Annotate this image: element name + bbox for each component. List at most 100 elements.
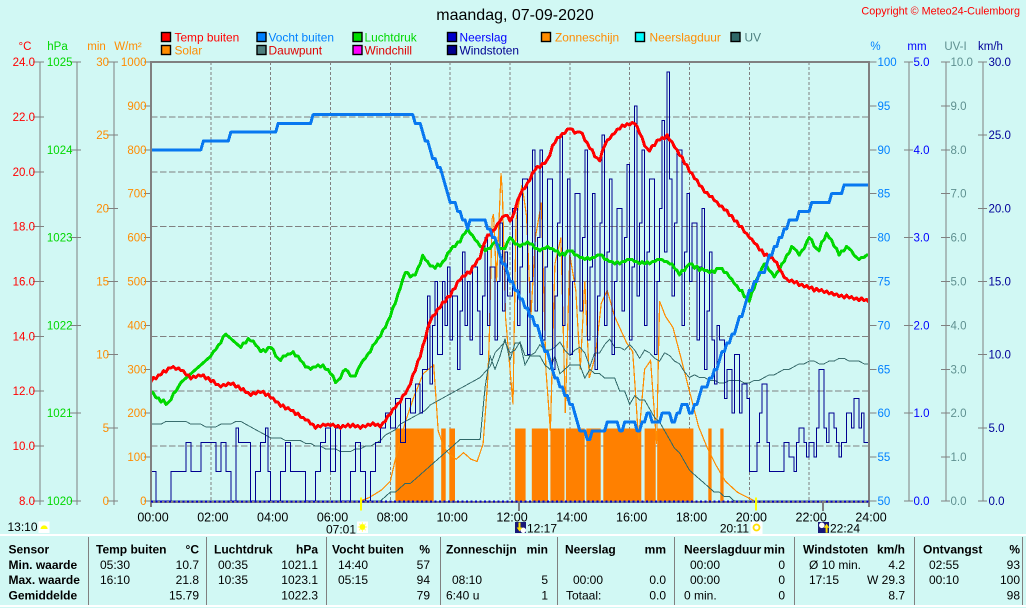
svg-text:02:55: 02:55: [929, 558, 959, 572]
svg-text:05:30: 05:30: [100, 558, 130, 572]
svg-text:mm: mm: [907, 41, 926, 53]
svg-text:Gemiddelde: Gemiddelde: [9, 589, 78, 603]
svg-text:0: 0: [140, 496, 146, 508]
svg-text:W 29.3: W 29.3: [867, 573, 905, 587]
svg-text:Windstoten: Windstoten: [460, 44, 519, 58]
svg-text:00:00: 00:00: [690, 573, 720, 587]
svg-text:1023.1: 1023.1: [281, 573, 318, 587]
svg-text:25: 25: [96, 130, 109, 142]
svg-text:100: 100: [127, 452, 146, 464]
svg-text:0: 0: [103, 496, 109, 508]
svg-text:1000: 1000: [121, 57, 147, 69]
svg-text:4.0: 4.0: [914, 145, 930, 157]
svg-text:15: 15: [96, 277, 109, 289]
svg-text:10:00: 10:00: [437, 511, 468, 525]
svg-text:Luchtdruk: Luchtdruk: [214, 542, 273, 556]
svg-text:90: 90: [878, 145, 891, 157]
svg-text:15.0: 15.0: [989, 277, 1011, 289]
svg-text:94: 94: [417, 573, 431, 587]
svg-text:10.7: 10.7: [176, 558, 200, 572]
svg-text:km/h: km/h: [978, 41, 1003, 53]
svg-text:800: 800: [127, 145, 146, 157]
svg-text:4.2: 4.2: [888, 558, 905, 572]
svg-text:10.0: 10.0: [989, 350, 1011, 362]
svg-text:30.0: 30.0: [989, 57, 1011, 69]
svg-text:12:00: 12:00: [496, 511, 527, 525]
svg-text:57: 57: [417, 558, 431, 572]
svg-text:0: 0: [778, 589, 785, 603]
svg-text:00:00: 00:00: [690, 558, 720, 572]
svg-text:21.8: 21.8: [176, 573, 200, 587]
svg-text:08:00: 08:00: [377, 511, 408, 525]
svg-text:5: 5: [541, 573, 548, 587]
svg-text:500: 500: [127, 277, 146, 289]
svg-text:Neerslag: Neerslag: [565, 542, 616, 556]
svg-text:4.0: 4.0: [951, 320, 967, 332]
svg-text:Totaal:: Totaal:: [566, 589, 601, 603]
svg-text:hPa: hPa: [296, 542, 318, 556]
svg-text:30: 30: [96, 57, 109, 69]
svg-text:min: min: [527, 542, 548, 556]
svg-text:Sensor: Sensor: [9, 542, 50, 556]
svg-text:1020: 1020: [47, 496, 73, 508]
svg-text:12.0: 12.0: [13, 386, 35, 398]
svg-text:2.0: 2.0: [951, 408, 967, 420]
svg-text:60: 60: [878, 408, 891, 420]
svg-text:%: %: [1009, 542, 1020, 556]
svg-text:100: 100: [1000, 573, 1020, 587]
svg-text:Dauwpunt: Dauwpunt: [269, 44, 323, 58]
svg-text:1025: 1025: [47, 57, 73, 69]
svg-text:79: 79: [417, 589, 431, 603]
svg-text:07:01: 07:01: [326, 523, 356, 537]
svg-text:Temp buiten: Temp buiten: [96, 542, 166, 556]
svg-text:17:15: 17:15: [809, 573, 839, 587]
svg-text:°C: °C: [19, 41, 32, 53]
svg-text:Zonneschijn: Zonneschijn: [555, 31, 619, 45]
svg-text:8.0: 8.0: [19, 496, 35, 508]
svg-text:%: %: [870, 41, 880, 53]
svg-text:200: 200: [127, 408, 146, 420]
svg-text:20:11: 20:11: [720, 522, 749, 536]
svg-text:UV-I: UV-I: [944, 41, 966, 53]
svg-text:0: 0: [778, 573, 785, 587]
svg-text:Ontvangst: Ontvangst: [923, 542, 982, 556]
svg-text:15.79: 15.79: [169, 589, 199, 603]
svg-text:05:15: 05:15: [338, 573, 368, 587]
svg-text:10: 10: [96, 350, 109, 362]
svg-text:20.0: 20.0: [989, 203, 1011, 215]
svg-text:Neerslag: Neerslag: [460, 31, 508, 45]
svg-text:80: 80: [878, 233, 891, 245]
svg-text:65: 65: [878, 364, 891, 376]
svg-text:20.0: 20.0: [13, 167, 35, 179]
svg-text:14:00: 14:00: [556, 511, 587, 525]
svg-text:Max. waarde: Max. waarde: [9, 573, 81, 587]
svg-text:UV: UV: [745, 31, 762, 45]
svg-text:2.0: 2.0: [914, 320, 930, 332]
svg-text:900: 900: [127, 101, 146, 113]
svg-text:mm: mm: [645, 542, 666, 556]
svg-text:Zonneschijn: Zonneschijn: [446, 542, 517, 556]
svg-text:8.0: 8.0: [951, 145, 967, 157]
svg-text:16:00: 16:00: [616, 511, 647, 525]
svg-text:5.0: 5.0: [951, 277, 967, 289]
svg-text:00:00: 00:00: [573, 573, 603, 587]
svg-text:1023: 1023: [47, 233, 73, 245]
svg-text:22:00: 22:00: [796, 511, 827, 525]
svg-text:Min. waarde: Min. waarde: [9, 558, 78, 572]
svg-text:0.0: 0.0: [649, 589, 666, 603]
svg-text:1024: 1024: [47, 145, 73, 157]
svg-text:25.0: 25.0: [989, 130, 1011, 142]
svg-text:08:10: 08:10: [452, 573, 482, 587]
svg-text:°C: °C: [186, 542, 200, 556]
svg-text:3.0: 3.0: [914, 233, 930, 245]
svg-text:18.0: 18.0: [13, 222, 35, 234]
svg-text:1.0: 1.0: [951, 452, 967, 464]
svg-text:06:00: 06:00: [317, 511, 348, 525]
svg-text:km/h: km/h: [877, 542, 905, 556]
svg-text:maandag, 07-09-2020: maandag, 07-09-2020: [436, 7, 594, 24]
svg-text:20:00: 20:00: [736, 511, 767, 525]
svg-text:300: 300: [127, 364, 146, 376]
svg-text:13:10: 13:10: [7, 520, 37, 534]
svg-text:0: 0: [778, 558, 785, 572]
svg-text:24:00: 24:00: [855, 511, 886, 525]
